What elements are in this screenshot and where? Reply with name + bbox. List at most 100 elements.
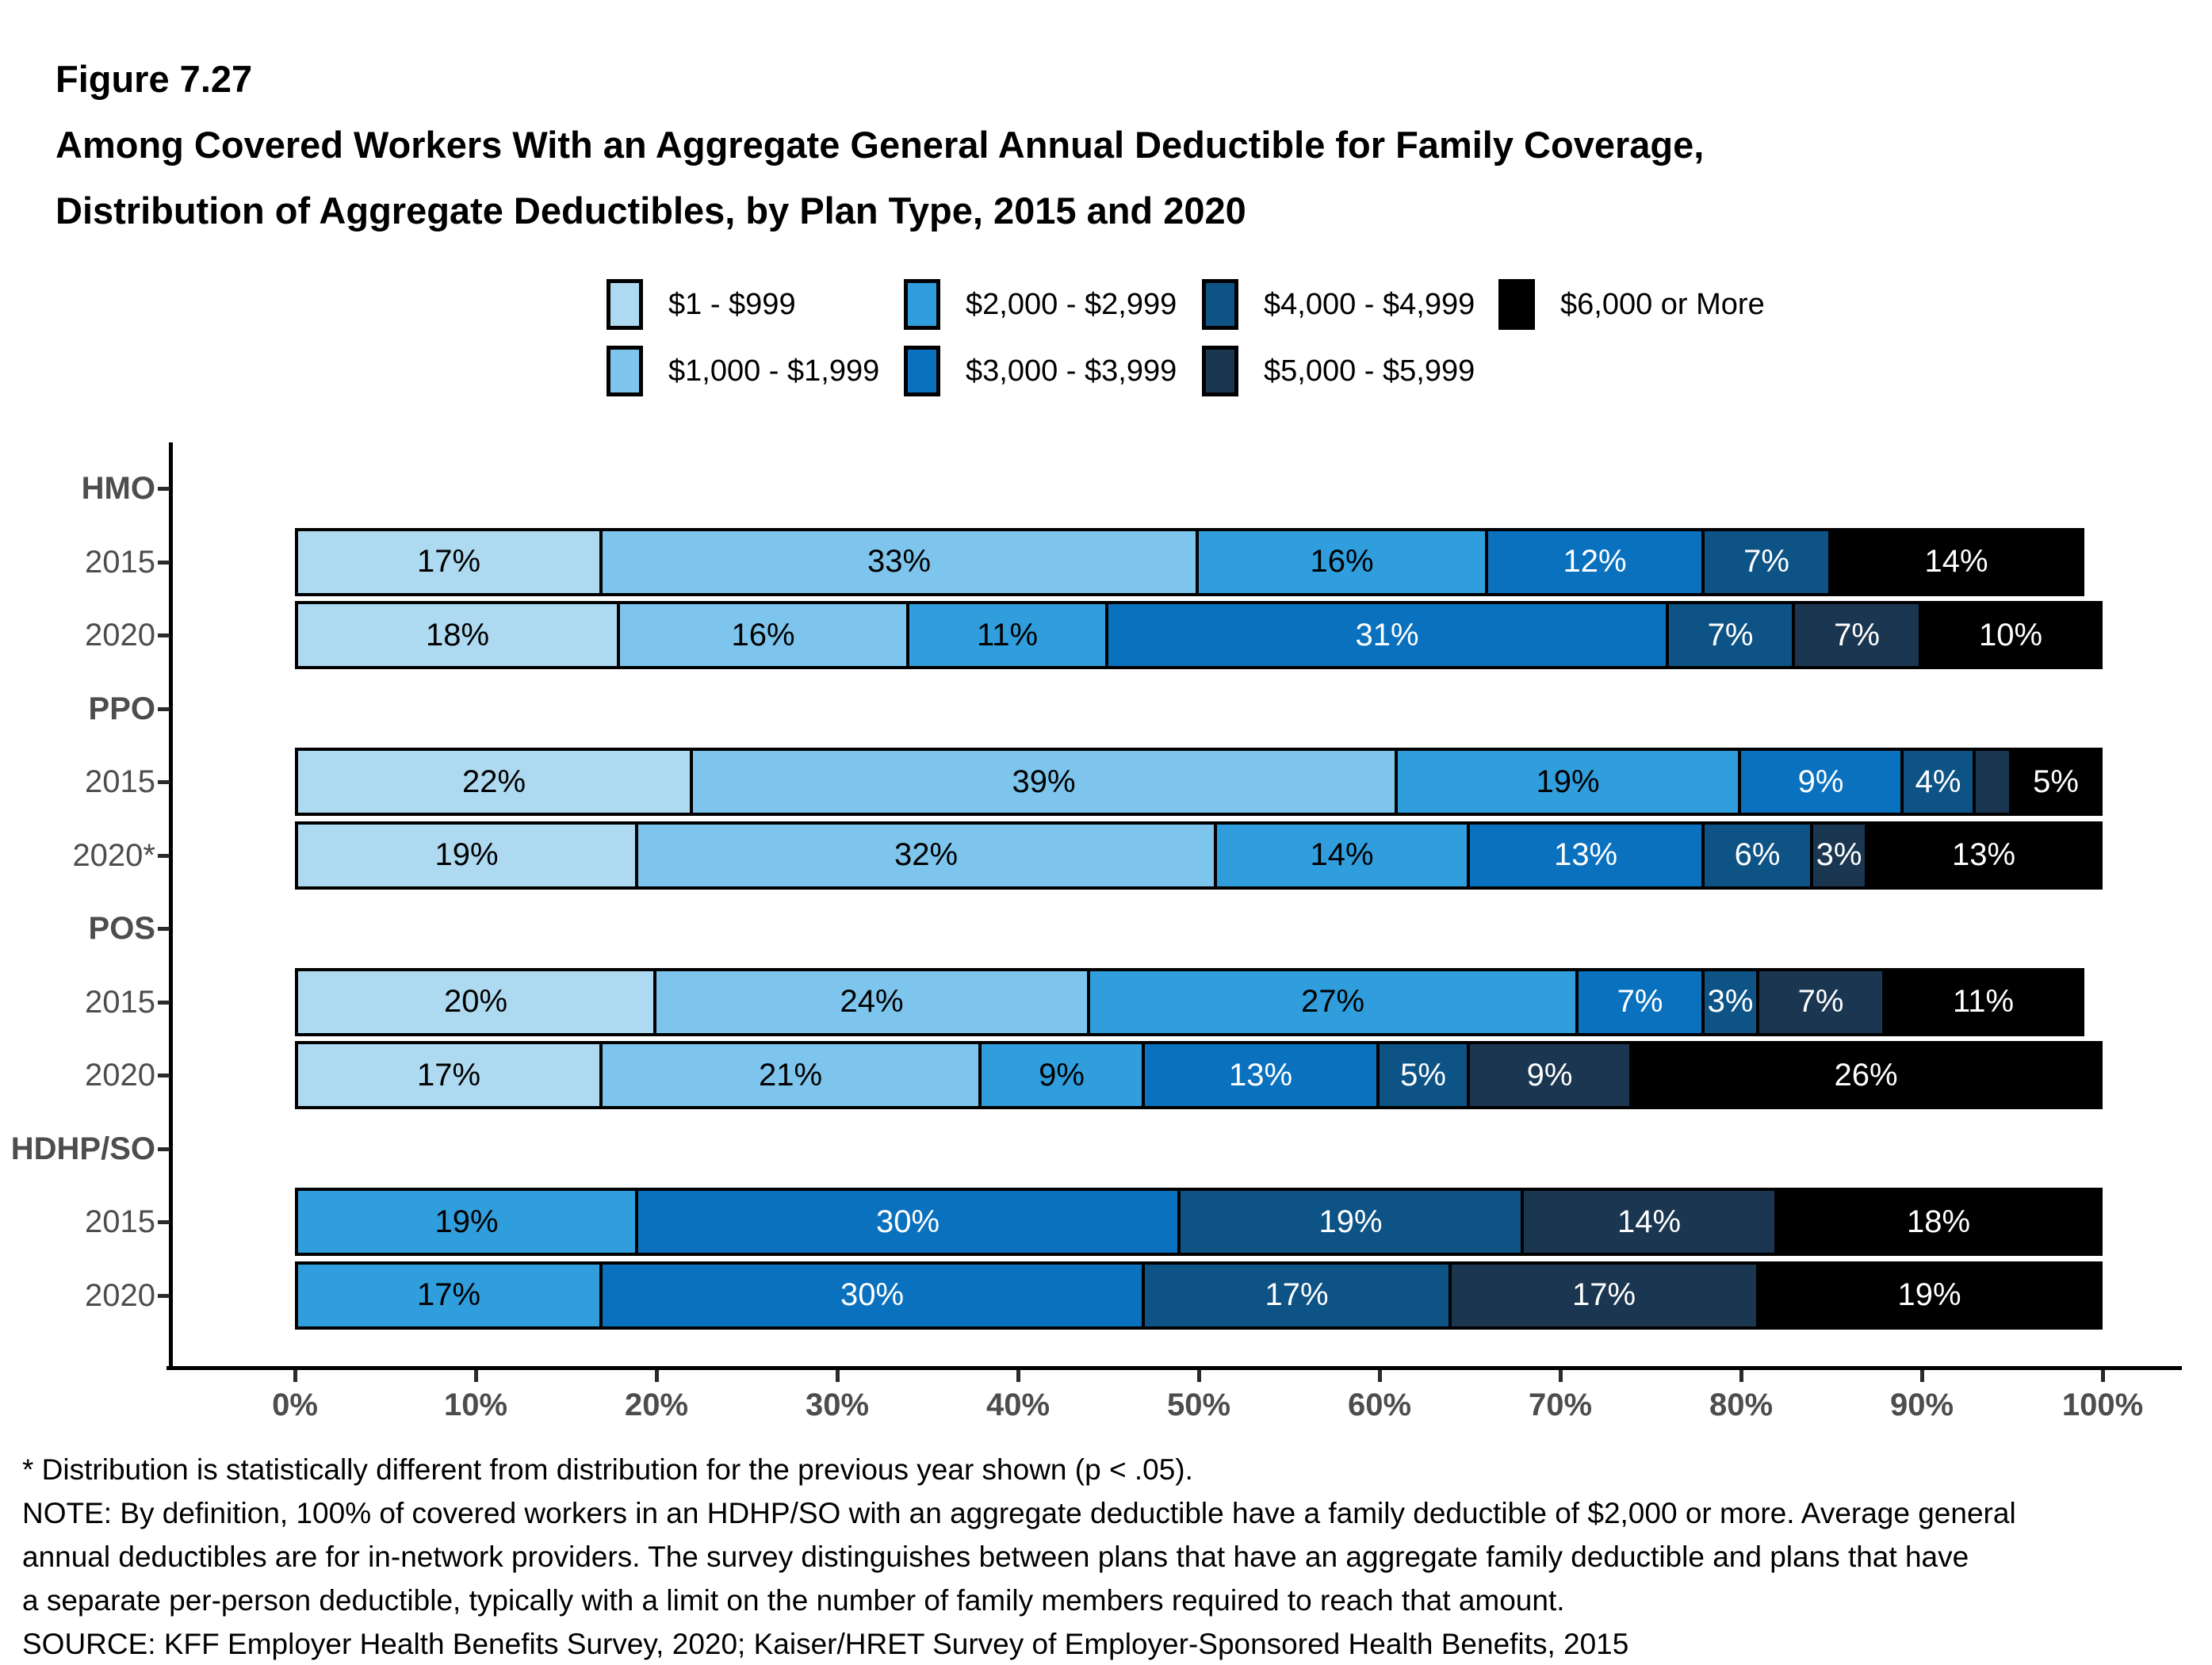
bar-segment: 16%	[617, 601, 909, 669]
year-label: 2015	[85, 984, 155, 1020]
x-axis-tick-label: 40%	[985, 1388, 1051, 1422]
x-axis-tick-label: 20%	[624, 1388, 689, 1422]
x-axis-tick-label: 0%	[272, 1388, 318, 1422]
legend-item-label: $2,000 - $2,999	[966, 288, 1177, 321]
x-axis-tick-label: 60%	[1347, 1388, 1412, 1422]
legend-item-label: $6,000 or More	[1560, 288, 1765, 321]
bar-segment: 9%	[1738, 748, 1904, 816]
x-axis-tick	[293, 1370, 297, 1382]
bar-segment: 14%	[1828, 527, 2084, 596]
bar-segment: 19%	[1177, 1188, 1524, 1256]
y-axis-line	[169, 442, 173, 1370]
bar-segment: 30%	[599, 1261, 1145, 1330]
year-label: 2015	[85, 544, 155, 580]
bar-segment: 21%	[599, 1041, 982, 1109]
bar-HMO-2015: 17% 33% 16% 12% 7% 14%	[295, 527, 2103, 596]
y-axis-tick	[158, 927, 170, 931]
bar-segment: 27%	[1087, 967, 1579, 1036]
x-axis-tick	[1920, 1370, 1924, 1382]
year-label: 2020	[85, 618, 155, 653]
bar-segment: 17%	[1142, 1261, 1452, 1330]
bar-HMO-2020: 18% 16% 11% 31% 7% 7% 10%	[295, 601, 2103, 669]
plan-type-label: POS	[88, 911, 155, 946]
bar-segment: 5%	[1376, 1041, 1470, 1109]
bar-segment: 26%	[1629, 1041, 2103, 1109]
x-axis-tick-label: 100%	[2061, 1388, 2144, 1422]
year-label: 2015	[85, 764, 155, 799]
y-axis-tick	[158, 1074, 170, 1077]
bar-segment: 5%	[2009, 748, 2103, 816]
legend-item-label: $5,000 - $5,999	[1264, 354, 1475, 388]
x-axis-tick	[1559, 1370, 1563, 1382]
y-axis-tick	[158, 853, 170, 858]
y-axis-tick	[158, 1146, 170, 1151]
bar-segment: 11%	[1882, 967, 2084, 1036]
bar-segment: 14%	[1214, 821, 1470, 890]
bar-segment: 19%	[295, 1188, 638, 1256]
y-axis-tick	[158, 560, 170, 565]
y-axis-tick	[158, 706, 170, 711]
year-label: 2020	[85, 1277, 155, 1313]
bar-segment: 20%	[295, 967, 656, 1036]
x-axis-tick	[1197, 1370, 1201, 1382]
x-axis-tick-label: 30%	[805, 1388, 870, 1422]
y-axis-tick	[158, 1000, 170, 1005]
bar-segment: 22%	[295, 748, 693, 816]
page-subtitle: Distribution of Aggregate Deductibles, b…	[55, 189, 1246, 232]
legend-swatch	[607, 346, 643, 396]
x-axis-line	[166, 1366, 2182, 1370]
bar-segment: 13%	[1865, 821, 2103, 890]
page-title: Among Covered Workers With an Aggregate …	[55, 124, 1705, 166]
year-label: 2020	[85, 1058, 155, 1093]
bar-segment: 19%	[1395, 748, 1741, 816]
year-label: 2015	[85, 1204, 155, 1239]
bar-PPO-2020*: 19% 32% 14% 13% 6% 3% 13%	[295, 821, 2103, 890]
bar-segment: 7%	[1575, 967, 1705, 1036]
bar-segment: 3%	[1810, 821, 1868, 890]
y-axis-tick	[158, 1293, 170, 1298]
bar-segment: 33%	[599, 527, 1199, 596]
bar-segment: 24%	[653, 967, 1090, 1036]
bar-segment: 7%	[1792, 601, 1922, 669]
plan-type-label: HMO	[81, 471, 155, 506]
bar-segment: 7%	[1701, 527, 1831, 596]
bar-segment: 7%	[1756, 967, 1885, 1036]
y-axis-tick	[158, 487, 170, 491]
bar-segment: 31%	[1105, 601, 1669, 669]
bar-segment: 17%	[1449, 1261, 1759, 1330]
footnote-note-line1: NOTE: By definition, 100% of covered wor…	[22, 1497, 2016, 1529]
bar-segment: 30%	[635, 1188, 1181, 1256]
bar-HDHP/SO-2020: 17% 30% 17% 17% 19%	[295, 1261, 2103, 1330]
bar-segment: 13%	[1467, 821, 1705, 890]
legend-swatch	[904, 346, 940, 396]
bar-segment: 18%	[1774, 1188, 2103, 1256]
x-axis-tick-label: 70%	[1528, 1388, 1593, 1422]
footnotes: * Distribution is statistically differen…	[22, 1448, 2016, 1665]
bar-segment: 9%	[1467, 1041, 1632, 1109]
legend-item-label: $1,000 - $1,999	[668, 354, 880, 388]
bar-segment: 17%	[295, 527, 603, 596]
x-axis-tick	[836, 1370, 840, 1382]
x-axis-tick-label: 10%	[443, 1388, 508, 1422]
bar-segment: 32%	[635, 821, 1217, 890]
footnote-note-line2: annual deductibles are for in-network pr…	[22, 1541, 1969, 1573]
year-label: 2020*	[72, 837, 155, 873]
footnote-asterisk: * Distribution is statistically differen…	[22, 1453, 1193, 1486]
bar-segment: 13%	[1142, 1041, 1380, 1109]
figure-number: Figure 7.27	[55, 58, 253, 100]
bar-segment: 19%	[295, 821, 638, 890]
legend-item-label: $3,000 - $3,999	[966, 354, 1177, 388]
plan-type-label: HDHP/SO	[10, 1131, 155, 1166]
bar-segment: 14%	[1521, 1188, 1778, 1256]
bar-segment: 10%	[1919, 601, 2103, 669]
y-axis-tick	[158, 1220, 170, 1224]
x-axis-tick	[1739, 1370, 1743, 1382]
bar-POS-2020: 17% 21% 9% 13% 5% 9% 26%	[295, 1041, 2103, 1109]
bar-segment: 7%	[1666, 601, 1795, 669]
x-axis-tick-label: 50%	[1166, 1388, 1231, 1422]
legend-swatch	[607, 279, 643, 330]
legend-swatch	[1202, 279, 1238, 330]
bar-POS-2015: 20% 24% 27% 7% 3% 7% 11%	[295, 967, 2103, 1036]
x-axis-tick	[655, 1370, 659, 1382]
bar-segment: 12%	[1485, 527, 1705, 596]
